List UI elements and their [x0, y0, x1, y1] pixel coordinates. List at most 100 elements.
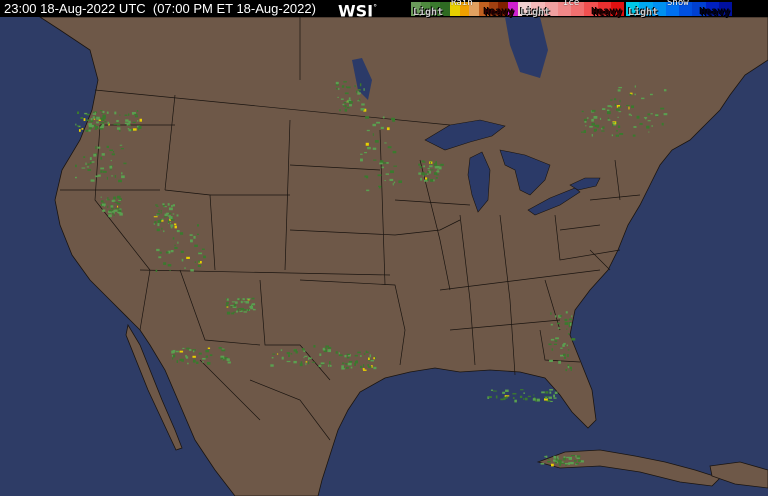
radar-echo [329, 364, 332, 367]
radar-echo [354, 85, 356, 88]
radar-echo [560, 347, 563, 349]
radar-echo [527, 395, 531, 398]
radar-echo [192, 349, 196, 351]
radar-echo [192, 355, 196, 358]
rain-legend [411, 2, 518, 16]
radar-echo [505, 389, 509, 392]
radar-echo [423, 173, 428, 175]
radar-echo [197, 264, 201, 268]
radar-echo [615, 134, 619, 137]
radar-echo [567, 333, 570, 335]
radar-echo [594, 124, 598, 127]
radar-echo [628, 106, 630, 110]
radar-echo [230, 304, 234, 306]
radar-echo [549, 389, 553, 391]
radar-echo [88, 129, 91, 132]
radar-echo [512, 397, 515, 399]
radar-echo [565, 464, 567, 467]
snow-legend-swatch [639, 2, 653, 16]
radar-echo [95, 146, 97, 150]
radar-echo [575, 462, 579, 465]
radar-echo [641, 97, 645, 100]
radar-echo [581, 131, 584, 133]
radar-echo [607, 105, 611, 108]
radar-echo [240, 300, 243, 304]
radar-echo [553, 455, 557, 459]
radar-echo [189, 234, 193, 236]
radar-echo [132, 112, 136, 115]
radar-echo [555, 337, 559, 340]
radar-echo [374, 356, 376, 359]
radar-echo [286, 352, 291, 355]
radar-echo [660, 107, 665, 110]
lake-ontario [569, 177, 601, 191]
radar-echo [101, 125, 104, 128]
radar-echo [202, 357, 206, 360]
radar-echo [226, 298, 229, 301]
radar-echo [586, 117, 589, 119]
radar-echo [560, 460, 562, 463]
radar-echo [97, 146, 101, 149]
radar-echo [92, 113, 96, 115]
radar-echo [203, 255, 206, 259]
radar-echo [424, 179, 428, 182]
snow-legend [626, 2, 732, 16]
radar-echo [437, 168, 439, 172]
radar-echo [335, 351, 338, 354]
radar-echo [98, 119, 101, 121]
radar-echo [136, 110, 139, 112]
radar-echo [553, 394, 556, 398]
radar-echo [383, 162, 387, 164]
radar-echo [550, 338, 555, 341]
radar-echo [492, 390, 497, 392]
radar-echo [639, 123, 643, 125]
lake-erie [527, 187, 581, 216]
rain-legend-swatch [508, 2, 518, 16]
radar-echo [389, 170, 394, 174]
radar-echo [392, 119, 396, 122]
radar-echo [433, 172, 438, 175]
radar-echo [364, 175, 368, 178]
radar-echo [164, 213, 168, 217]
radar-echo [500, 398, 504, 401]
radar-echo [430, 169, 434, 171]
radar-echo [583, 130, 586, 134]
radar-echo [172, 350, 175, 354]
radar-echo [362, 364, 365, 367]
radar-echo [357, 351, 361, 354]
radar-echo [137, 129, 140, 131]
radar-echo [591, 133, 593, 137]
radar-echo [547, 460, 551, 463]
radar-echo [379, 160, 384, 164]
rain-light-label: Light [413, 7, 444, 18]
radar-echo [532, 398, 536, 401]
radar-echo [359, 355, 362, 357]
radar-echo [185, 354, 187, 358]
radar-echo [357, 93, 361, 95]
radar-echo [101, 153, 105, 156]
radar-echo [632, 134, 636, 137]
radar-echo [366, 189, 370, 192]
radar-echo [193, 235, 196, 239]
ice-legend-swatch [531, 2, 545, 16]
radar-echo [102, 202, 106, 205]
radar-echo [177, 241, 179, 244]
radar-echo [119, 114, 121, 116]
radar-echo [436, 170, 440, 173]
radar-echo [346, 353, 350, 356]
radar-echo [243, 298, 245, 301]
radar-echo [363, 353, 366, 355]
radar-echo [563, 356, 567, 359]
radar-echo [156, 214, 159, 216]
radar-echo [555, 460, 558, 464]
radar-echo [94, 128, 97, 130]
ice-legend-swatch [544, 2, 558, 16]
radar-echo [567, 364, 570, 366]
radar-echo [560, 354, 564, 357]
radar-echo [172, 237, 175, 240]
radar-echo [247, 308, 250, 311]
radar-echo [581, 110, 584, 113]
radar-echo [345, 86, 347, 88]
radar-echo [630, 114, 632, 117]
